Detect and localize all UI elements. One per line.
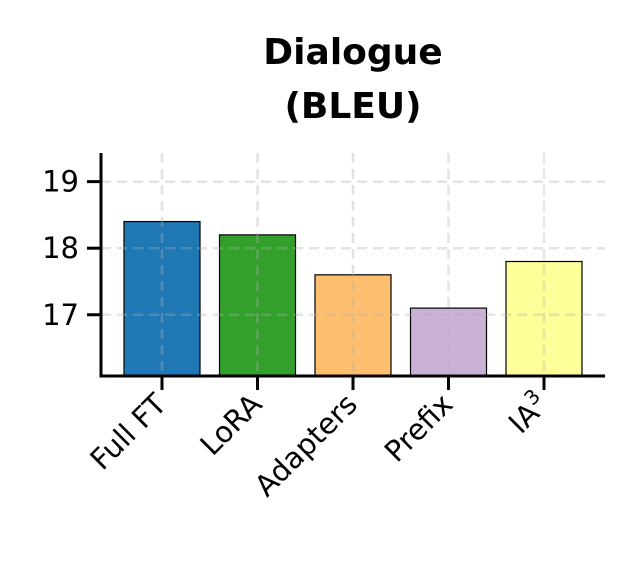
y-tick-label: 19	[42, 165, 79, 199]
bar-prefix	[409, 307, 488, 377]
y-tick-label: 17	[42, 298, 79, 332]
x-tick-label: Adapters	[248, 387, 364, 503]
bar-full-ft	[123, 220, 201, 377]
bars	[123, 220, 583, 377]
chart-title-line1: Dialogue	[263, 32, 442, 73]
x-tick-label: LoRA	[193, 387, 268, 462]
x-tick-label: Full FT	[83, 387, 173, 477]
y-tick-label: 18	[42, 231, 79, 265]
bar-lora	[218, 234, 297, 377]
chart-title-line2: (BLEU)	[284, 86, 421, 127]
bar-adapters	[314, 274, 392, 377]
x-tick-label: Prefix	[378, 387, 460, 469]
x-tick-label: IA3	[499, 384, 555, 440]
grid-overlay	[101, 153, 605, 376]
bar-ia3	[505, 260, 583, 377]
superscript: 3	[519, 384, 545, 410]
axes	[87, 153, 605, 390]
